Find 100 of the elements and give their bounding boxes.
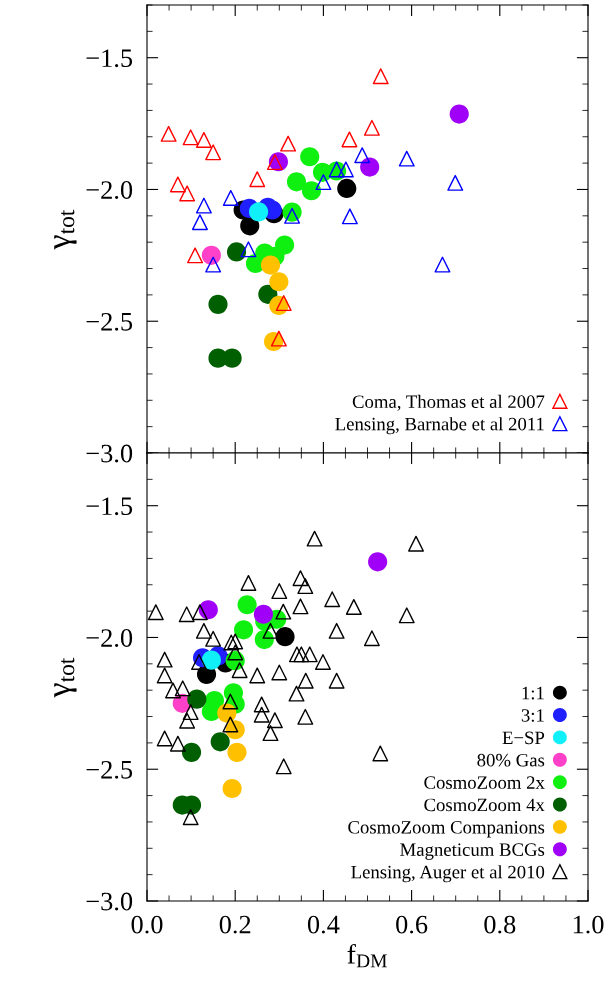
legend-label: 1:1 — [522, 686, 544, 700]
y-tick-label: −1.5 — [86, 49, 133, 68]
point — [288, 646, 305, 663]
point — [201, 245, 221, 265]
point — [222, 778, 242, 799]
point — [398, 150, 415, 167]
point — [179, 185, 196, 202]
point — [293, 646, 310, 663]
point — [328, 672, 345, 689]
point — [156, 730, 173, 747]
point — [275, 627, 295, 647]
point — [372, 745, 389, 762]
legend-label: CosmoZoom Companions — [348, 821, 545, 838]
point — [341, 131, 358, 148]
legend-label: Lensing, Auger et al 2010 — [351, 865, 545, 883]
point — [253, 706, 270, 723]
point — [191, 604, 208, 621]
x-tick-label: 0.4 — [307, 915, 340, 934]
y-tick-label: −2.5 — [86, 760, 133, 779]
point — [270, 330, 287, 347]
point — [181, 742, 202, 762]
point — [253, 696, 270, 713]
point — [354, 147, 371, 164]
point — [288, 685, 305, 702]
x-tick-label: 0.8 — [484, 915, 516, 934]
x-tick-label: 0.2 — [219, 915, 251, 934]
point — [195, 197, 212, 214]
point — [195, 622, 212, 639]
x-tick-label: 0.6 — [396, 915, 428, 934]
point — [208, 294, 228, 314]
legend-label: CosmoZoom 2x — [424, 776, 545, 789]
point — [178, 606, 195, 623]
point — [314, 654, 331, 670]
point — [210, 732, 230, 752]
point — [182, 129, 199, 146]
point — [205, 256, 222, 273]
y-tick-label: −3.0 — [86, 444, 133, 463]
point — [156, 667, 173, 684]
point — [195, 131, 212, 148]
point — [297, 578, 314, 595]
point — [341, 208, 358, 225]
point — [275, 295, 292, 312]
point — [324, 591, 341, 608]
point — [286, 172, 307, 192]
point — [249, 667, 266, 684]
point — [315, 174, 332, 191]
point — [234, 620, 254, 640]
point — [284, 207, 301, 224]
y-axis-title: γ$_{tot}$ — [54, 209, 77, 250]
point — [147, 604, 164, 621]
point — [328, 622, 345, 639]
point — [226, 242, 247, 262]
point — [266, 154, 283, 171]
point — [222, 716, 239, 733]
point — [174, 680, 191, 697]
point — [372, 68, 389, 85]
y-tick-label: −3.0 — [86, 892, 133, 911]
point — [249, 202, 269, 222]
point — [253, 604, 273, 624]
point — [271, 583, 288, 600]
point — [275, 603, 292, 620]
point — [292, 570, 309, 587]
point — [337, 161, 354, 178]
point — [240, 574, 257, 591]
point — [182, 809, 199, 826]
y-tick-label: −1.5 — [86, 497, 133, 516]
point — [222, 348, 242, 368]
point — [227, 742, 247, 762]
point — [449, 104, 469, 124]
legend-label: 3:1 — [521, 709, 544, 722]
point — [222, 189, 239, 206]
point — [260, 255, 281, 275]
point — [205, 630, 222, 647]
y-tick-label: −2.0 — [86, 629, 133, 647]
point — [205, 144, 222, 161]
point — [368, 552, 388, 572]
point — [187, 689, 207, 709]
point — [169, 176, 186, 193]
point — [301, 181, 322, 201]
x-tick-label: 1.0 — [573, 915, 604, 934]
point — [280, 135, 297, 152]
point — [249, 171, 266, 188]
point — [231, 662, 248, 679]
point — [297, 672, 314, 689]
x-axis-title: f$_{DM}$ — [347, 943, 387, 968]
point — [408, 535, 424, 552]
point — [271, 664, 288, 681]
point — [292, 598, 309, 615]
point — [160, 125, 177, 142]
legend-label: E−SP — [502, 731, 545, 745]
point — [156, 651, 173, 668]
legend-label: CosmoZoom 4x — [424, 798, 545, 812]
point — [345, 598, 362, 615]
point — [269, 272, 289, 292]
y-tick-label: −2.5 — [86, 312, 133, 331]
point — [237, 595, 257, 615]
point — [306, 530, 323, 547]
point — [266, 712, 283, 729]
point — [297, 708, 314, 725]
point — [191, 654, 208, 670]
